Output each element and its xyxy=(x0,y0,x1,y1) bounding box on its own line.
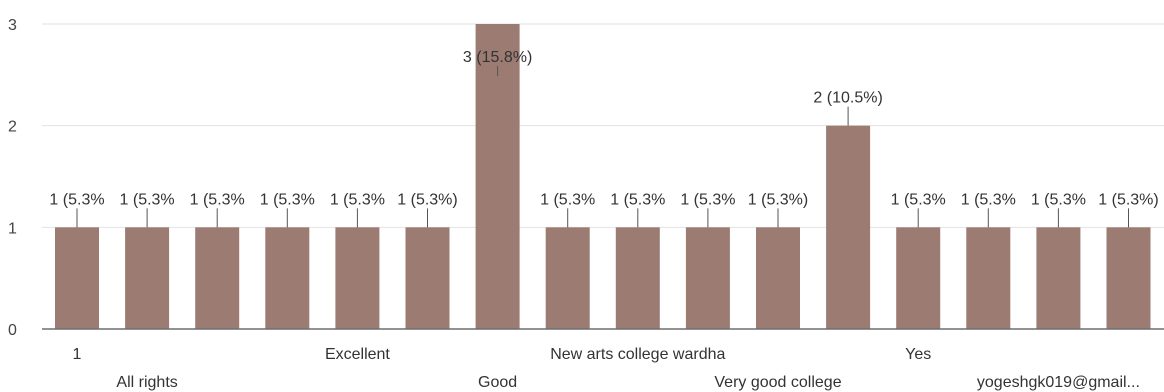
data-label: 1 (5.3% xyxy=(49,191,104,208)
x-tick-label: Yes xyxy=(905,346,931,363)
data-labels: 1 (5.3% 1 (5.3% 1 (5.3% 1 (5.3% 1 (5.3% 1 (5.… xyxy=(49,49,1158,208)
data-label: 1 (5.3% xyxy=(120,191,175,208)
data-label: 3 (15.8%) xyxy=(463,49,532,66)
y-tick-label: 0 xyxy=(8,322,17,339)
x-tick-label: Good xyxy=(478,374,517,391)
bar xyxy=(966,227,1011,329)
data-label: 1 (5.3% xyxy=(540,191,595,208)
y-axis-tick-labels: 0 1 2 3 xyxy=(8,17,17,339)
data-label: 1 (5.3% xyxy=(961,191,1016,208)
x-tick-label: New arts college wardha xyxy=(550,346,725,363)
data-label: 1 (5.3%) xyxy=(1098,191,1158,208)
x-tick-label: yogeshgk019@gmail... xyxy=(977,374,1140,391)
data-label: 1 (5.3% xyxy=(680,191,735,208)
bar xyxy=(1036,227,1081,329)
bar xyxy=(195,227,240,329)
data-label: 2 (10.5%) xyxy=(813,90,882,107)
x-tick-label: Excellent xyxy=(325,346,390,363)
data-label: 1 (5.3% xyxy=(260,191,315,208)
bar xyxy=(405,227,450,329)
y-tick-label: 3 xyxy=(8,17,17,34)
data-label: 1 (5.3%) xyxy=(748,191,808,208)
bar xyxy=(125,227,170,329)
bar xyxy=(335,227,380,329)
bar xyxy=(826,125,871,330)
data-label: 1 (5.3% xyxy=(1031,191,1086,208)
data-label: 1 (5.3% xyxy=(330,191,385,208)
bar xyxy=(545,227,590,329)
y-tick-label: 2 xyxy=(8,119,17,136)
bar xyxy=(265,227,310,329)
data-label: 1 (5.3%) xyxy=(397,191,457,208)
bar xyxy=(615,227,660,329)
x-tick-label: All rights xyxy=(116,374,177,391)
bar xyxy=(1106,227,1151,329)
bars xyxy=(55,24,1151,330)
data-label: 1 (5.3% xyxy=(610,191,665,208)
data-label: 1 (5.3% xyxy=(190,191,245,208)
label-leaders xyxy=(76,66,1129,228)
bar xyxy=(685,227,730,329)
bar xyxy=(896,227,941,329)
x-tick-label: Very good college xyxy=(714,374,841,391)
bar xyxy=(756,227,800,329)
x-tick-label: 1 xyxy=(73,346,82,363)
x-axis-category-labels: 1 All rights Excellent Good New arts college… xyxy=(73,346,1140,391)
y-tick-label: 1 xyxy=(8,220,17,237)
data-label: 1 (5.3% xyxy=(891,191,946,208)
bar xyxy=(55,227,99,329)
